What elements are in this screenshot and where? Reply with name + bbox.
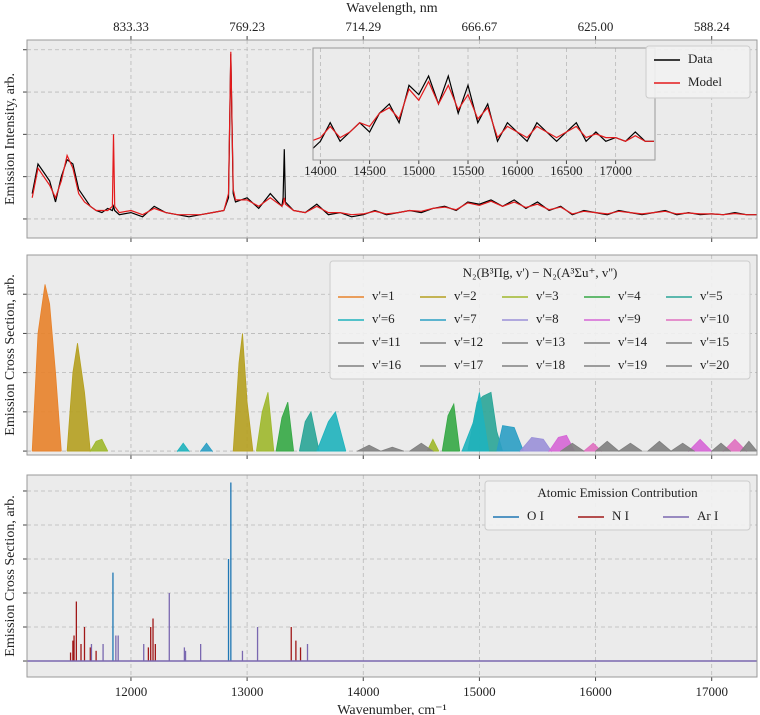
legend-title: Atomic Emission Contribution (537, 485, 698, 500)
x-tick-label: 12000 (115, 684, 148, 699)
x2-axis-label: Wavelength, nm (346, 1, 438, 16)
legend-label: v'=15 (700, 334, 729, 349)
x-axis-label: Wavenumber, cm⁻¹ (337, 703, 446, 715)
legend-label: O I (527, 508, 544, 523)
band-area (275, 401, 294, 452)
legend-label: Model (688, 74, 722, 89)
series-line (313, 73, 654, 150)
legend-label: v'=14 (618, 334, 648, 349)
x-tick-label: 16500 (550, 163, 583, 178)
band-area (441, 402, 461, 452)
legend-label: v'=1 (372, 288, 395, 303)
legend: N₂(B³Πg, v') − N₂(A³Σu⁺, v'') v'=1 v'=2 v'=… (329, 260, 751, 380)
inset-data (313, 73, 654, 150)
legend-label: v'=8 (536, 311, 559, 326)
panel: Emission Cross Section, arb. N₂(B³Πg, v')… (3, 254, 758, 459)
panel: 12000 13000 14000 15000 16000 17000 Emission C… (3, 474, 758, 715)
band-area (232, 333, 254, 452)
x-tick-label: 15000 (463, 684, 496, 699)
legend-label: v'=19 (618, 357, 647, 372)
legend-label: v'=4 (618, 288, 641, 303)
legend-label: v'=20 (700, 357, 729, 372)
legend-label: v'=12 (454, 334, 483, 349)
series-line (31, 51, 757, 216)
y-axis-label: Emission Cross Section, arb. (3, 495, 18, 656)
data-layer (31, 51, 757, 218)
x-tick-label: 14000 (347, 684, 380, 699)
legend-label: v'=10 (700, 311, 729, 326)
legend-label: v'=2 (454, 288, 477, 303)
band-area (647, 440, 672, 452)
legend-label: v'=7 (454, 311, 477, 326)
legend-title: N₂(B³Πg, v') − N₂(A³Σu⁺, v'') (463, 265, 618, 280)
data-layer (31, 284, 757, 453)
legend: Data Model (645, 45, 751, 99)
band-area (461, 392, 490, 452)
x-tick-label: 14000 (304, 163, 337, 178)
band-area (711, 442, 731, 452)
band-area (89, 438, 109, 453)
legend: Atomic Emission Contribution O I N I Ar I (484, 480, 751, 531)
legend-box (645, 45, 751, 99)
x-tick-label: 14500 (353, 163, 386, 178)
legend-label: v'=3 (536, 288, 559, 303)
band-area (200, 442, 213, 453)
inset: 14000 14500 15000 15500 16000 16500 17000 (304, 47, 656, 178)
band-area (31, 284, 62, 452)
data-layer (27, 482, 757, 662)
x-tick-label: 17000 (695, 684, 728, 699)
band-area (670, 442, 695, 452)
band-area (409, 442, 434, 452)
series-line (313, 80, 654, 142)
inset-area (313, 48, 655, 160)
band-area (595, 440, 620, 452)
legend-label: Ar I (697, 508, 718, 523)
legend-label: v'=5 (700, 288, 723, 303)
y-axis-label: Emission Cross Section, arb. (3, 274, 18, 435)
legend-label: v'=11 (372, 334, 401, 349)
x2-tick-label: 833.33 (113, 19, 149, 34)
x2-tick-label: 588.24 (694, 19, 730, 34)
legend-label: Data (688, 51, 713, 66)
band-area (316, 410, 347, 452)
frame (26, 254, 758, 456)
legend-label: v'=16 (372, 357, 402, 372)
x2-tick-label: 714.29 (345, 19, 381, 34)
x-tick-label: 13000 (231, 684, 264, 699)
x-tick-label: 15500 (452, 163, 485, 178)
legend-label: v'=17 (454, 357, 484, 372)
frame (26, 39, 758, 239)
legend-label: N I (612, 508, 629, 523)
y-axis-label: Emission Intensity, arb. (3, 73, 18, 205)
band-area (560, 442, 585, 452)
frame (26, 474, 758, 678)
band-area (357, 444, 382, 452)
x2-tick-label: 769.23 (229, 19, 265, 34)
band-area (177, 442, 190, 453)
legend-label: v'=18 (536, 357, 565, 372)
legend-label: v'=9 (618, 311, 641, 326)
x2-tick-label: 625.00 (578, 19, 614, 34)
legend-label: v'=13 (536, 334, 565, 349)
legend-box (329, 260, 751, 380)
panel: 833.33 769.23 714.29 666.67 625.00 588.24 Emis… (3, 1, 758, 242)
x-tick-label: 15000 (403, 163, 436, 178)
band-area (618, 442, 643, 452)
x-tick-label: 17000 (599, 163, 632, 178)
x-tick-label: 16000 (501, 163, 534, 178)
band-area (740, 440, 757, 453)
band-area (255, 392, 275, 452)
inset-frame (312, 47, 656, 161)
x2-tick-label: 666.67 (462, 19, 498, 34)
legend-label: v'=6 (372, 311, 395, 326)
band-area (380, 446, 405, 452)
x-tick-label: 16000 (579, 684, 612, 699)
